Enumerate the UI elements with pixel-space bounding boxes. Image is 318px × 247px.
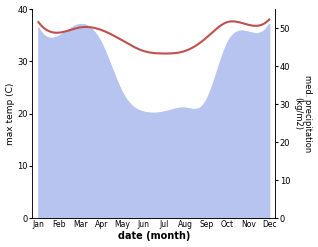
Y-axis label: max temp (C): max temp (C) (5, 82, 15, 145)
X-axis label: date (month): date (month) (118, 231, 190, 242)
Y-axis label: med. precipitation
(kg/m2): med. precipitation (kg/m2) (293, 75, 313, 152)
